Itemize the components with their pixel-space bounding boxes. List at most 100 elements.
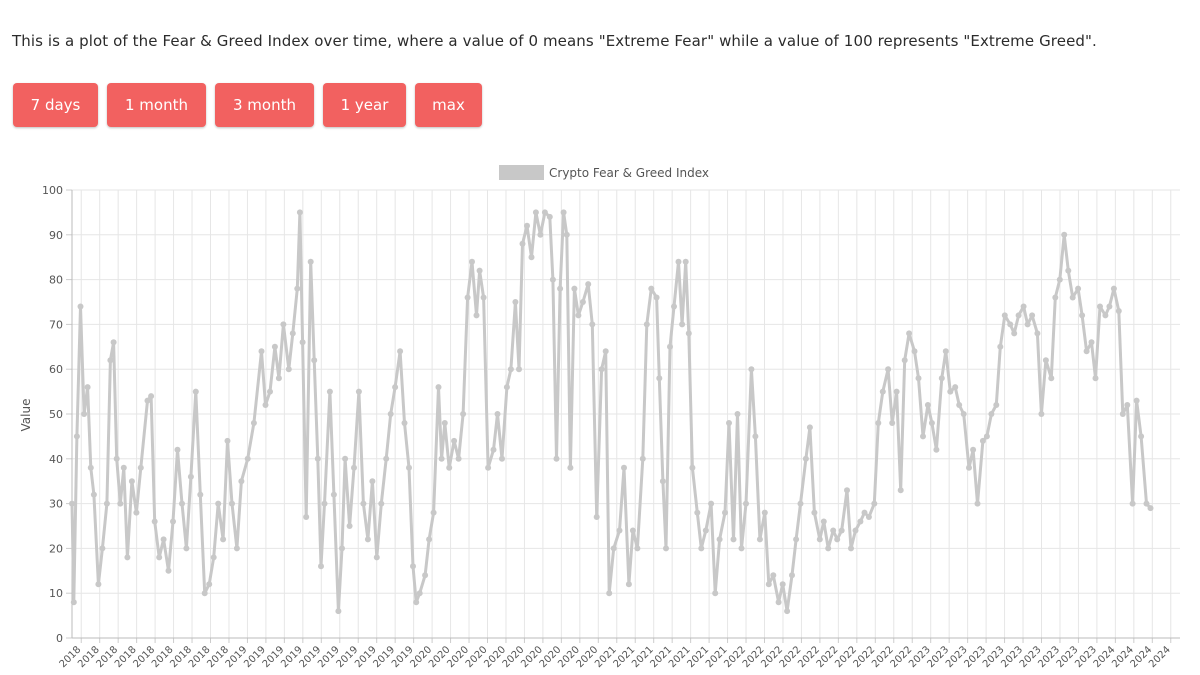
data-point: [920, 433, 926, 440]
data-point: [682, 258, 689, 265]
data-point: [593, 514, 600, 520]
data-point: [1052, 294, 1059, 301]
data-point: [616, 527, 623, 534]
data-point: [730, 536, 737, 543]
data-point: [589, 321, 596, 328]
data-point: [271, 343, 278, 350]
data-point: [148, 393, 155, 400]
data-point: [1042, 357, 1049, 364]
data-point: [610, 545, 617, 552]
data-point: [1075, 285, 1082, 292]
data-point: [342, 455, 349, 462]
data-point: [726, 420, 732, 426]
data-point: [667, 343, 673, 350]
data-point: [879, 388, 886, 395]
data-point: [413, 599, 420, 606]
data-point: [679, 321, 686, 328]
y-tick-label: 60: [49, 363, 63, 376]
data-point: [438, 455, 445, 462]
data-point: [179, 500, 185, 507]
data-point: [671, 303, 677, 310]
data-point: [124, 554, 131, 561]
chart-description: This is a plot of the Fear & Greed Index…: [12, 32, 1097, 50]
data-point: [360, 500, 367, 507]
data-point: [698, 545, 705, 552]
data-point: [643, 321, 650, 328]
data-point: [756, 536, 763, 543]
data-point: [947, 388, 954, 395]
data-point: [174, 446, 181, 453]
range-7-days-button[interactable]: 7 days: [13, 83, 98, 127]
data-point: [294, 285, 301, 292]
data-point: [557, 285, 564, 292]
data-point: [579, 299, 586, 305]
data-point: [1147, 505, 1154, 512]
data-point: [685, 330, 692, 337]
data-point: [656, 375, 663, 382]
data-point: [426, 536, 433, 543]
data-point: [435, 384, 442, 391]
data-point: [625, 581, 632, 588]
data-point: [988, 411, 995, 417]
data-point: [469, 258, 475, 265]
range-1-year-button[interactable]: 1 year: [323, 83, 406, 127]
data-point: [653, 294, 660, 301]
data-point: [924, 402, 931, 408]
data-point: [137, 464, 144, 471]
range-3-month-button[interactable]: 3 month: [215, 83, 314, 127]
data-point: [793, 536, 800, 543]
data-point: [378, 500, 385, 507]
data-point: [546, 213, 553, 220]
data-point: [983, 433, 990, 440]
data-point: [885, 366, 892, 373]
data-point: [494, 411, 501, 417]
data-point: [974, 500, 981, 507]
range-1-month-button[interactable]: 1 month: [107, 83, 206, 127]
data-point: [339, 545, 345, 552]
data-point: [738, 545, 745, 552]
axes: 0102030405060708090100201820182018201820…: [42, 184, 1180, 670]
y-tick-label: 40: [49, 453, 63, 466]
range-max-button[interactable]: max: [415, 83, 482, 127]
legend-swatch: [499, 165, 544, 180]
data-point: [289, 330, 296, 337]
data-point: [369, 478, 376, 485]
data-point: [107, 357, 114, 364]
y-axis-label: Value: [19, 399, 33, 432]
data-point: [1001, 312, 1008, 319]
data-point: [865, 514, 872, 520]
data-point: [77, 303, 84, 310]
data-point: [512, 299, 519, 305]
data-point: [802, 455, 809, 462]
data-point: [296, 209, 303, 216]
data-point: [299, 339, 306, 346]
data-point: [490, 446, 497, 453]
data-point: [928, 420, 935, 426]
data-point: [99, 545, 106, 552]
data-point: [537, 231, 544, 238]
data-point: [567, 464, 574, 471]
data-point: [383, 455, 390, 462]
data-point: [351, 464, 357, 471]
data-point: [473, 312, 480, 319]
data-point: [871, 500, 878, 507]
data-point: [575, 312, 582, 319]
data-point: [144, 397, 151, 404]
data-point: [233, 545, 240, 552]
legend-label: Crypto Fear & Greed Index: [549, 166, 709, 180]
data-point: [311, 357, 318, 364]
data-point: [69, 500, 75, 507]
series-line: [70, 210, 1152, 613]
data-point: [524, 222, 530, 229]
data-point: [1088, 339, 1095, 346]
data-point: [215, 500, 222, 507]
data-point: [820, 518, 827, 525]
data-point: [911, 348, 918, 355]
data-point: [571, 285, 578, 292]
y-tick-label: 90: [49, 229, 63, 242]
data-point: [708, 500, 715, 507]
data-point: [133, 509, 140, 516]
data-point: [422, 572, 429, 579]
data-point: [621, 464, 627, 471]
